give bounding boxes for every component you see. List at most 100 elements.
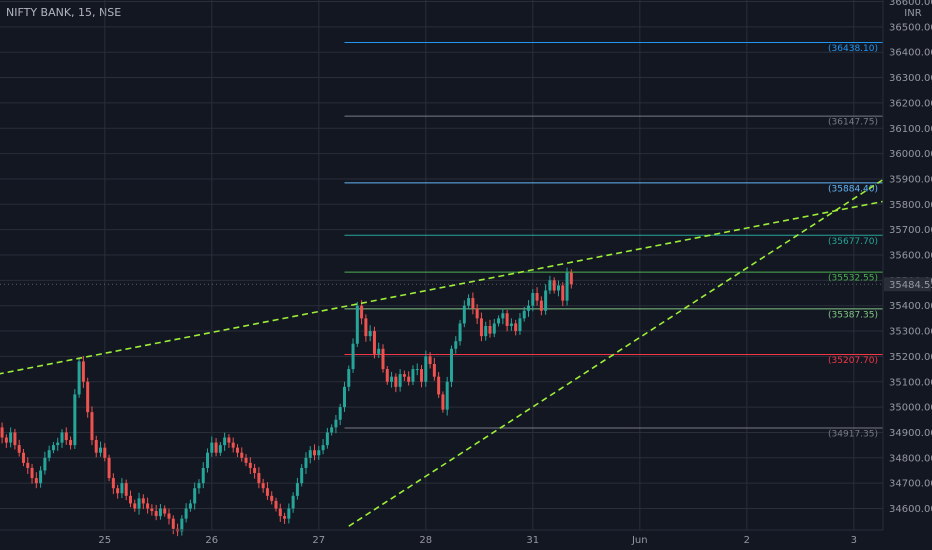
grid — [0, 0, 883, 530]
candle-body — [111, 478, 115, 489]
price-axis-background — [883, 0, 932, 550]
candle-body — [0, 427, 4, 438]
price-level-label: (35677.70) — [828, 237, 878, 247]
price-tick-label: 35000.00 — [889, 403, 932, 414]
price-tick-label: 34700.00 — [889, 479, 932, 490]
time-tick-label: 25 — [98, 535, 111, 546]
candle-body — [467, 298, 471, 306]
candle-body — [360, 305, 364, 319]
candle-body — [330, 427, 334, 433]
candle-body — [313, 450, 317, 456]
candle-body — [13, 432, 17, 446]
candle-body — [522, 310, 526, 319]
candle-body — [257, 473, 261, 484]
price-tick-label: 34900.00 — [889, 428, 932, 439]
candle-body — [437, 376, 441, 395]
candle-body — [227, 437, 231, 443]
candle-body — [518, 318, 522, 332]
price-tick-label: 35600.00 — [889, 251, 932, 262]
candle-body — [287, 508, 291, 519]
candle-body — [535, 293, 539, 301]
candle-body — [265, 488, 269, 496]
candle-body — [381, 348, 385, 370]
price-tick-label: 35400.00 — [889, 301, 932, 312]
time-tick-label: 2 — [744, 535, 750, 546]
candle-body — [454, 341, 458, 349]
last-price-label: 35484.55 — [889, 280, 932, 291]
candle-body — [394, 376, 398, 387]
price-tick-label: 36000.00 — [889, 149, 932, 160]
trendline[interactable] — [348, 175, 889, 527]
candle-body — [158, 508, 162, 517]
candle-body — [210, 442, 214, 453]
candle-body — [253, 467, 257, 474]
last-price-tag — [884, 277, 931, 292]
candle-body — [218, 445, 222, 453]
candle-body — [278, 508, 282, 517]
candle-body — [514, 323, 518, 332]
candle-body — [497, 318, 501, 324]
price-tick-label: 35700.00 — [889, 225, 932, 236]
price-tick-label: 35100.00 — [889, 377, 932, 388]
candle-body — [86, 381, 90, 413]
candle-body — [47, 450, 51, 458]
candle-body — [471, 298, 475, 309]
candle-body — [531, 293, 535, 306]
candle-body — [9, 432, 13, 443]
candle-body — [26, 462, 30, 468]
candle-body — [116, 488, 120, 494]
candle-body — [561, 285, 565, 301]
time-tick-label: 26 — [205, 535, 218, 546]
candle-body — [180, 518, 184, 532]
candle-body — [223, 437, 227, 446]
candle-body — [146, 503, 150, 509]
candle-body — [338, 407, 342, 420]
candle-body — [411, 369, 415, 382]
candle-body — [206, 452, 210, 468]
candle-body — [475, 308, 479, 319]
candle-body — [56, 442, 60, 446]
candle-body — [484, 325, 488, 337]
trendlines[interactable] — [0, 175, 889, 527]
candle-body — [295, 483, 299, 496]
candles — [0, 267, 573, 537]
price-tick-label: 36200.00 — [889, 98, 932, 109]
candle-body — [368, 331, 372, 337]
candle-body — [193, 488, 197, 504]
candle-body — [197, 483, 201, 489]
candle-body — [244, 457, 248, 463]
price-level-label: (35884.40) — [828, 184, 878, 194]
candle-body — [99, 447, 103, 453]
price-level-label: (36438.10) — [828, 44, 878, 54]
candle-body — [69, 440, 73, 446]
candle-body — [137, 498, 141, 509]
candle-body — [321, 445, 325, 451]
price-levels: (36438.10) (36147.75) (35884.40) (35677.70)… — [0, 42, 883, 440]
time-axis[interactable]: 25 26 27 28 31 Jun 2 3 — [0, 529, 883, 546]
candle-body — [342, 386, 346, 408]
candle-body — [141, 498, 145, 504]
candle-body — [39, 470, 43, 484]
time-tick-label: 28 — [419, 535, 432, 546]
trendline[interactable] — [0, 199, 889, 375]
candle-body — [565, 272, 569, 301]
candle-body — [291, 495, 295, 509]
candle-body — [184, 508, 188, 519]
candle-body — [30, 467, 34, 479]
candle-body — [107, 457, 111, 479]
candle-body — [552, 280, 556, 291]
candle-body — [488, 325, 492, 334]
price-axis[interactable]: INR 34600.00 34700.00 34800.00 34900.00 3500… — [882, 0, 932, 550]
candle-body — [4, 437, 8, 443]
price-level-label: (35387.35) — [828, 310, 878, 320]
candle-body — [347, 369, 351, 387]
candle-body — [274, 500, 278, 509]
price-level-label: (35532.55) — [828, 274, 878, 284]
candle-body — [81, 361, 85, 382]
candle-body — [150, 508, 154, 512]
time-tick-label: 31 — [526, 535, 539, 546]
candle-body — [167, 513, 171, 519]
time-tick-label: Jun — [631, 535, 648, 546]
price-tick-label: 36100.00 — [889, 124, 932, 135]
